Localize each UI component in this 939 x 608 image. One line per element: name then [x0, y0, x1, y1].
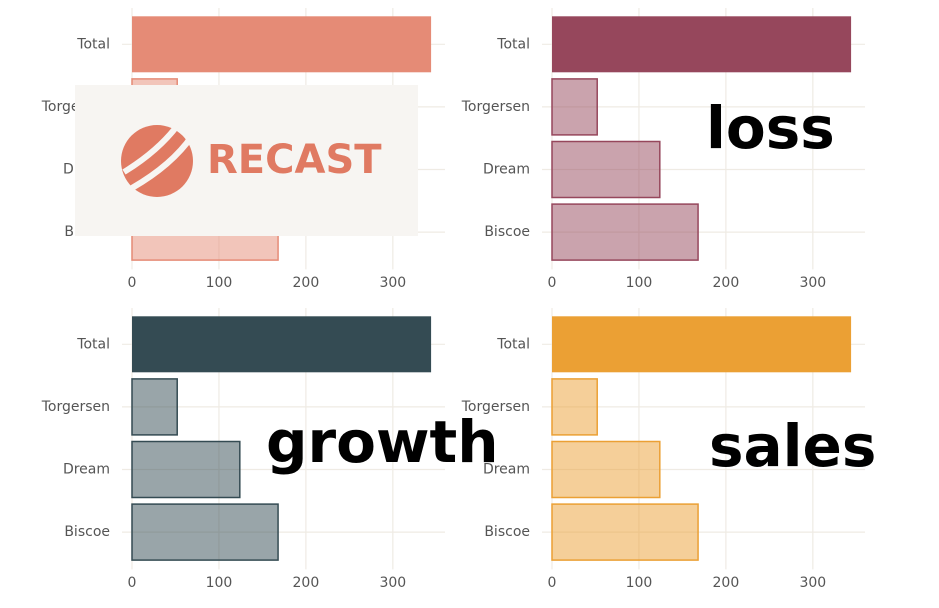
bar — [132, 316, 432, 373]
y-tick-label: Biscoe — [64, 524, 110, 540]
bar — [551, 78, 598, 136]
bar — [551, 503, 699, 561]
x-tick-label: 0 — [128, 275, 137, 291]
logo-text: RECAST — [207, 137, 382, 183]
bar — [552, 316, 852, 373]
x-tick-label: 300 — [379, 275, 406, 291]
x-tick-label: 100 — [206, 575, 233, 591]
y-tick-label: Torgersen — [41, 399, 110, 415]
x-tick-label: 200 — [713, 575, 740, 591]
x-tick-label: 0 — [548, 575, 557, 591]
y-tick-label: Total — [76, 336, 110, 352]
bar — [131, 503, 279, 561]
y-tick-label: Total — [496, 36, 530, 52]
bar — [551, 203, 699, 261]
annotation: sales — [709, 412, 876, 480]
x-tick-label: 0 — [548, 275, 557, 291]
bar — [551, 378, 598, 436]
bar — [132, 16, 432, 73]
chart-panel: 0 100 200 300 Total Torgersen Dream Biscoe — [461, 8, 865, 291]
logo-icon — [121, 125, 193, 197]
bar — [131, 378, 178, 436]
y-tick-label: Biscoe — [484, 224, 530, 240]
x-tick-label: 100 — [626, 275, 653, 291]
y-tick-label: Torgersen — [461, 399, 530, 415]
x-tick-label: 200 — [293, 575, 320, 591]
logo-swoosh — [122, 120, 183, 175]
y-tick-label: Torgersen — [461, 99, 530, 115]
bar — [551, 440, 661, 499]
chart-panel: 0 100 200 300 Total Torgersen Dream Biscoe — [41, 308, 445, 591]
x-tick-label: 300 — [379, 575, 406, 591]
x-tick-label: 200 — [713, 275, 740, 291]
bar — [552, 16, 852, 73]
bar — [131, 440, 241, 499]
y-tick-label: Biscoe — [484, 524, 530, 540]
x-tick-label: 200 — [293, 275, 320, 291]
y-tick-label: Dream — [483, 162, 530, 178]
x-tick-label: 300 — [799, 575, 826, 591]
bar — [551, 140, 661, 199]
x-tick-label: 0 — [128, 575, 137, 591]
annotation: growth — [266, 408, 499, 476]
logo-swoosh — [130, 134, 195, 191]
y-tick-label: Total — [76, 36, 110, 52]
annotation: loss — [706, 94, 835, 162]
y-tick-label: Total — [496, 336, 530, 352]
x-tick-label: 300 — [799, 275, 826, 291]
x-tick-label: 100 — [206, 275, 233, 291]
chart-panel: 0 100 200 300 Total Torgersen Dream Biscoe — [461, 308, 865, 591]
x-tick-label: 100 — [626, 575, 653, 591]
y-tick-label: Dream — [63, 462, 110, 478]
y-tick-label: Dream — [483, 462, 530, 478]
